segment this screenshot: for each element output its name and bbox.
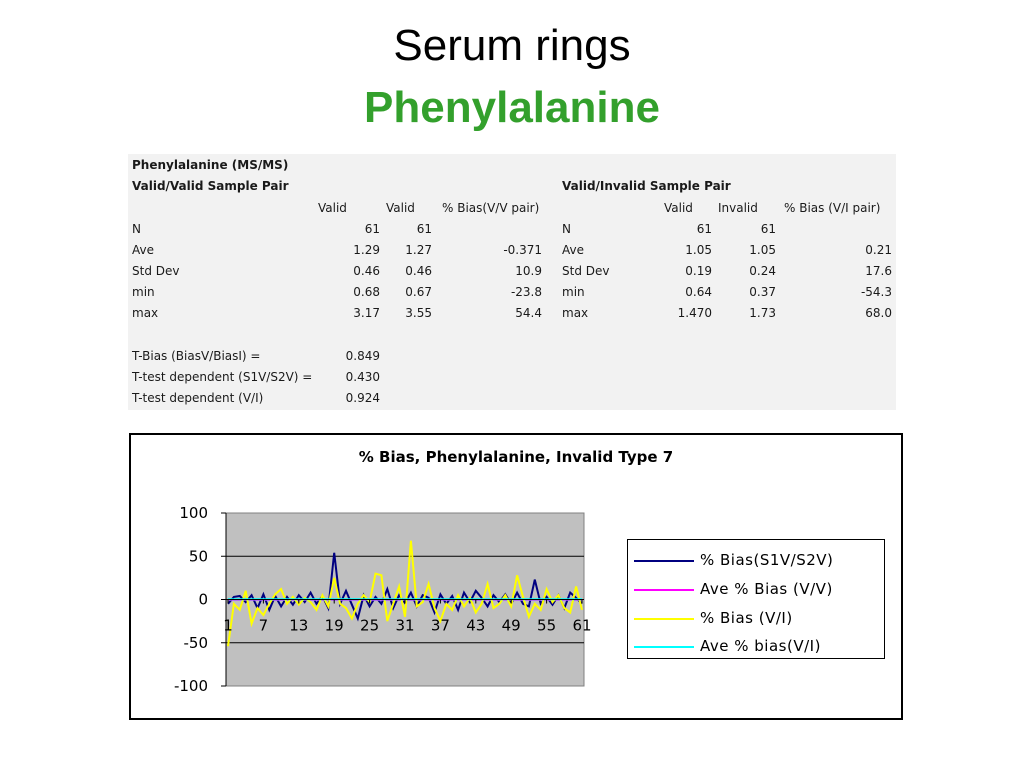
cell: 68.0 bbox=[865, 306, 892, 320]
cell: 0.64 bbox=[685, 285, 712, 299]
legend-item: Ave % Bias (V/V) bbox=[634, 579, 884, 601]
row-label: max bbox=[562, 306, 589, 320]
col-header: Valid bbox=[318, 201, 347, 215]
table-heading: Phenylalanine (MS/MS) bbox=[132, 158, 289, 172]
legend-item: Ave % bias(V/I) bbox=[634, 636, 884, 658]
x-tick-label: 19 bbox=[325, 617, 344, 635]
legend-label: % Bias (V/I) bbox=[700, 609, 793, 627]
valid-invalid-heading: Valid/Invalid Sample Pair bbox=[562, 179, 731, 193]
cell: 1.05 bbox=[749, 243, 776, 257]
statistics-table: Phenylalanine (MS/MS) Valid/Valid Sample… bbox=[128, 154, 896, 410]
cell: 17.6 bbox=[865, 264, 892, 278]
chart-title: % Bias, Phenylalanine, Invalid Type 7 bbox=[359, 448, 673, 466]
legend-item: % Bias(S1V/S2V) bbox=[634, 550, 884, 572]
x-tick-label: 61 bbox=[572, 617, 591, 635]
x-tick-label: 31 bbox=[395, 617, 414, 635]
row-label: N bbox=[562, 222, 571, 236]
cell: 0.19 bbox=[685, 264, 712, 278]
legend-swatch bbox=[634, 618, 694, 620]
cell: 0.24 bbox=[749, 264, 776, 278]
test-value: 0.849 bbox=[345, 349, 380, 363]
cell: 0.46 bbox=[353, 264, 380, 278]
row-label: N bbox=[132, 222, 141, 236]
cell: 61 bbox=[760, 222, 776, 236]
legend-label: Ave % bias(V/I) bbox=[700, 637, 821, 655]
legend-label: Ave % Bias (V/V) bbox=[700, 580, 833, 598]
bias-chart: % Bias, Phenylalanine, Invalid Type 7 100… bbox=[129, 433, 903, 720]
chart-legend: % Bias(S1V/S2V) Ave % Bias (V/V) % Bias … bbox=[627, 539, 885, 659]
col-header: % Bias(V/V pair) bbox=[442, 201, 540, 215]
valid-valid-heading: Valid/Valid Sample Pair bbox=[132, 179, 289, 193]
col-header: % Bias (V/I pair) bbox=[784, 201, 881, 215]
x-tick-label: 7 bbox=[259, 617, 269, 635]
cell: 1.27 bbox=[405, 243, 432, 257]
x-tick-label: 43 bbox=[466, 617, 485, 635]
cell: 1.470 bbox=[677, 306, 712, 320]
x-tick-label: 25 bbox=[360, 617, 379, 635]
cell: -54.3 bbox=[860, 285, 892, 299]
cell: 10.9 bbox=[515, 264, 542, 278]
x-tick-label: 13 bbox=[289, 617, 308, 635]
cell: 1.73 bbox=[749, 306, 776, 320]
cell: 61 bbox=[416, 222, 432, 236]
y-tick-label: 50 bbox=[189, 547, 208, 565]
slide-subtitle: Phenylalanine bbox=[364, 83, 660, 132]
y-tick-label: -100 bbox=[174, 677, 208, 695]
cell: 0.67 bbox=[405, 285, 432, 299]
slide-title: Serum rings bbox=[393, 21, 631, 70]
col-header: Valid bbox=[664, 201, 693, 215]
test-value: 0.924 bbox=[345, 391, 380, 405]
col-header: Valid bbox=[386, 201, 415, 215]
cell: 61 bbox=[364, 222, 380, 236]
x-tick-label: 1 bbox=[223, 617, 233, 635]
x-tick-label: 55 bbox=[537, 617, 556, 635]
cell: -23.8 bbox=[510, 285, 542, 299]
test-label: T-Bias (BiasV/BiasI) = bbox=[132, 349, 261, 363]
row-label: min bbox=[562, 285, 585, 299]
cell: 3.55 bbox=[405, 306, 432, 320]
row-label: min bbox=[132, 285, 155, 299]
x-tick-label: 49 bbox=[502, 617, 521, 635]
series-line bbox=[227, 540, 583, 647]
row-label: Ave bbox=[562, 243, 584, 257]
cell: 54.4 bbox=[515, 306, 542, 320]
cell: 0.46 bbox=[405, 264, 432, 278]
row-label: Std Dev bbox=[132, 264, 180, 278]
cell: 1.29 bbox=[353, 243, 380, 257]
cell: 61 bbox=[696, 222, 712, 236]
y-tick-label: 0 bbox=[198, 591, 208, 609]
legend-swatch bbox=[634, 646, 694, 648]
legend-label: % Bias(S1V/S2V) bbox=[700, 551, 834, 569]
chart-svg: % Bias, Phenylalanine, Invalid Type 7 100… bbox=[174, 448, 673, 695]
legend-item: % Bias (V/I) bbox=[634, 608, 884, 630]
col-header: Invalid bbox=[718, 201, 758, 215]
cell: 0.21 bbox=[865, 243, 892, 257]
test-label: T-test dependent (S1V/S2V) = bbox=[132, 370, 313, 384]
cell: 0.68 bbox=[353, 285, 380, 299]
legend-swatch bbox=[634, 589, 694, 591]
y-tick-label: 100 bbox=[179, 504, 208, 522]
cell: -0.371 bbox=[503, 243, 542, 257]
row-label: Std Dev bbox=[562, 264, 610, 278]
cell: 0.37 bbox=[749, 285, 776, 299]
x-tick-label: 37 bbox=[431, 617, 450, 635]
row-label: Ave bbox=[132, 243, 154, 257]
cell: 1.05 bbox=[685, 243, 712, 257]
test-label: T-test dependent (V/I) bbox=[132, 391, 264, 405]
row-label: max bbox=[132, 306, 159, 320]
y-tick-label: -50 bbox=[184, 634, 209, 652]
test-value: 0.430 bbox=[345, 370, 380, 384]
cell: 3.17 bbox=[353, 306, 380, 320]
legend-swatch bbox=[634, 560, 694, 562]
